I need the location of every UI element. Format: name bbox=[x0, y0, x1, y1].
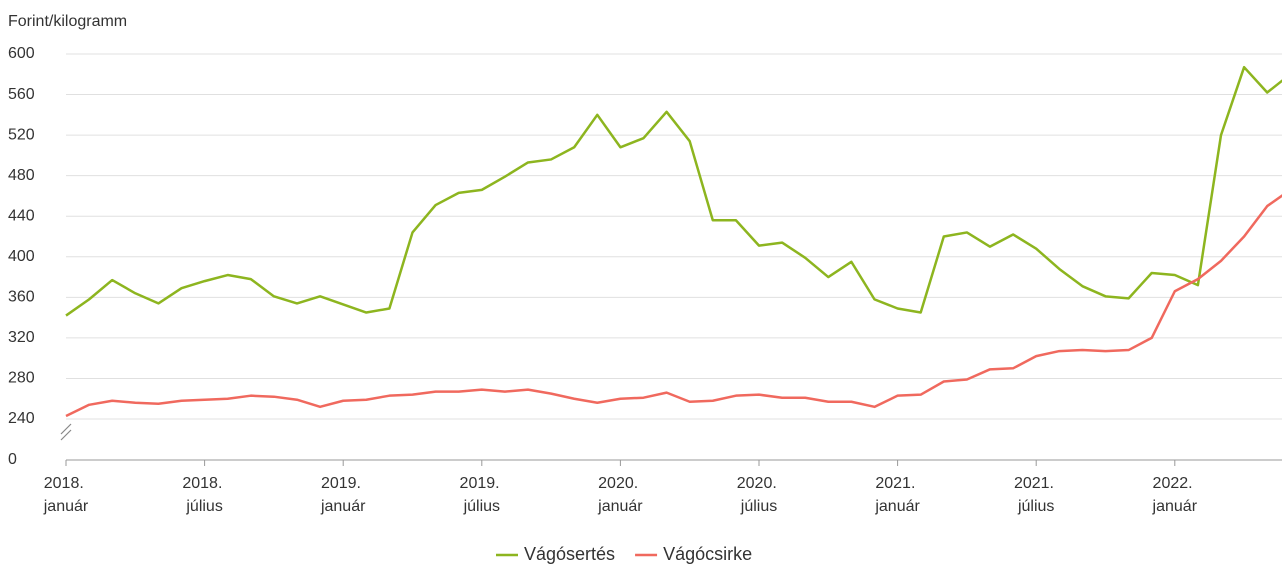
x-tick-label: 2020. január bbox=[597, 475, 643, 515]
x-tick-label: 2021. január bbox=[874, 475, 920, 515]
x-tick-label: 2018. január bbox=[43, 475, 89, 515]
y-tick-label: 440 bbox=[8, 207, 35, 224]
x-tick-label: 2022. január bbox=[1152, 475, 1198, 515]
y-tick-label: 320 bbox=[8, 329, 35, 346]
legend-label: Vágósertés bbox=[524, 544, 615, 564]
x-tick-label: 2018. július bbox=[182, 475, 226, 515]
x-tick-label: 2019. július bbox=[460, 475, 504, 515]
y-tick-label: 480 bbox=[8, 167, 35, 184]
legend-label: Vágócsirke bbox=[663, 544, 752, 564]
y-tick-label: 600 bbox=[8, 45, 35, 62]
x-tick-label: 2020. július bbox=[737, 475, 781, 515]
y-tick-label: 360 bbox=[8, 289, 35, 306]
x-tick-label: 2021. július bbox=[1014, 475, 1058, 515]
series-line bbox=[65, 65, 1282, 317]
y-axis-title: Forint/kilogramm bbox=[8, 13, 127, 30]
y-tick-label: 520 bbox=[8, 126, 35, 143]
axis-break bbox=[60, 429, 72, 441]
y-tick-label: 240 bbox=[8, 410, 35, 427]
y-tick-label: 280 bbox=[8, 370, 35, 387]
y-tick-label: 400 bbox=[8, 248, 35, 265]
series-line bbox=[65, 194, 1282, 418]
x-tick-label: 2019. január bbox=[320, 475, 366, 515]
axis-break bbox=[60, 423, 72, 435]
y-tick-label: 0 bbox=[8, 451, 17, 468]
y-tick-label: 560 bbox=[8, 86, 35, 103]
